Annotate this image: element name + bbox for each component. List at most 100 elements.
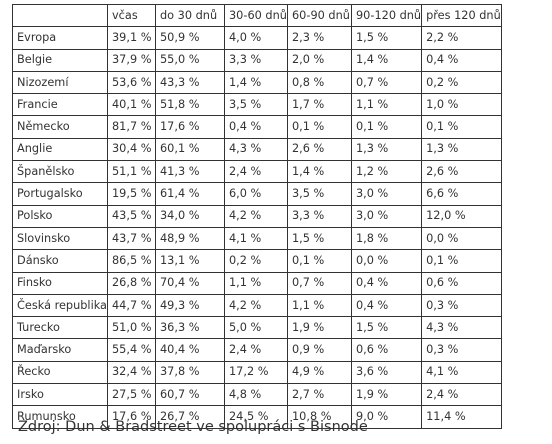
country-cell: Belgie [12,48,108,72]
value-cell: 53,6 % [107,70,156,95]
value-cell: 4,3 % [421,316,502,340]
value-cell: 43,3 % [155,70,225,95]
value-cell: 1,1 % [350,93,423,117]
value-cell: 26,8 % [107,271,156,295]
value-cell: 3,5 % [224,93,288,117]
value-cell: 1,1 % [287,293,352,318]
value-cell: 0,0 % [350,249,423,273]
value-cell: 81,7 % [107,115,156,139]
value-cell: 40,4 % [155,338,225,362]
table-row: Německo 81,7 % 17,6 % 0,4 % 0,1 % 0,1 % 0,1 % [12,115,502,139]
table-wrapper: včas do 30 dnů 30-60 dnů 60-90 dnů 90-120 dn… [12,3,502,429]
value-cell: 1,0 % [421,93,502,117]
country-cell: Slovinsko [12,226,108,251]
value-cell: 10,8 % [287,405,352,429]
country-cell: Anglie [12,137,108,162]
value-cell: 1,8 % [350,226,423,251]
value-cell: 0,4 % [350,293,423,318]
value-cell: 0,2 % [224,249,288,273]
country-cell: Francie [12,93,108,117]
header-cell: 30-60 dnů [224,3,288,28]
value-cell: 0,1 % [350,115,423,139]
table-row: Anglie 30,4 % 60,1 % 4,3 % 2,6 % 1,3 % 1,3 % [12,137,502,162]
value-cell: 12,0 % [421,204,502,228]
header-cell: přes 120 dnů [421,3,502,28]
table-row: Španělsko 51,1 % 41,3 % 2,4 % 1,4 % 1,2 % 2,6 … [12,160,502,184]
value-cell: 0,0 % [421,226,502,251]
value-cell: 60,1 % [155,137,225,162]
value-cell: 9,0 % [350,405,423,429]
value-cell: 40,1 % [107,93,156,117]
value-cell: 49,3 % [155,293,225,318]
value-cell: 2,4 % [224,160,288,184]
value-cell: 55,0 % [155,48,225,72]
country-cell: Dánsko [12,249,108,273]
value-cell: 2,7 % [287,383,352,407]
value-cell: 2,4 % [224,338,288,362]
table-row: Francie 40,1 % 51,8 % 3,5 % 1,7 % 1,1 % 1,0 % [12,93,502,117]
value-cell: 2,6 % [421,160,502,184]
table-row: Finsko 26,8 % 70,4 % 1,1 % 0,7 % 0,4 % 0,6 % [12,271,502,295]
value-cell: 3,5 % [287,182,352,206]
value-cell: 17,2 % [224,360,288,385]
value-cell: 3,3 % [287,204,352,228]
value-cell: 70,4 % [155,271,225,295]
value-cell: 48,9 % [155,226,225,251]
value-cell: 0,4 % [350,271,423,295]
value-cell: 55,4 % [107,338,156,362]
value-cell: 86,5 % [107,249,156,273]
country-cell: Česká republika [12,293,108,318]
value-cell: 1,9 % [287,316,352,340]
value-cell: 1,3 % [421,137,502,162]
table-row: Turecko 51,0 % 36,3 % 5,0 % 1,9 % 1,5 % 4,3 % [12,316,502,340]
country-cell: Maďarsko [12,338,108,362]
value-cell: 3,6 % [350,360,423,385]
value-cell: 4,1 % [224,226,288,251]
table-body: Evropa 39,1 % 50,9 % 4,0 % 2,3 % 1,5 % 2,2 % Be… [12,26,502,429]
value-cell: 0,3 % [421,293,502,318]
value-cell: 4,9 % [287,360,352,385]
table-row: Řecko 32,4 % 37,8 % 17,2 % 4,9 % 3,6 % 4,1 % [12,360,502,385]
value-cell: 50,9 % [155,26,225,50]
table-row: Evropa 39,1 % 50,9 % 4,0 % 2,3 % 1,5 % 2,2 % [12,26,502,50]
header-cell: do 30 dnů [155,3,225,28]
value-cell: 0,9 % [287,338,352,362]
value-cell: 51,8 % [155,93,225,117]
value-cell: 32,4 % [107,360,156,385]
header-cell-country [12,3,108,28]
value-cell: 2,6 % [287,137,352,162]
value-cell: 13,1 % [155,249,225,273]
value-cell: 0,1 % [421,115,502,139]
value-cell: 30,4 % [107,137,156,162]
table-row: Nizozemí 53,6 % 43,3 % 1,4 % 0,8 % 0,7 % 0,2 % [12,70,502,95]
value-cell: 4,0 % [224,26,288,50]
value-cell: 19,5 % [107,182,156,206]
value-cell: 51,1 % [107,160,156,184]
value-cell: 0,6 % [421,271,502,295]
value-cell: 0,3 % [421,338,502,362]
value-cell: 3,3 % [224,48,288,72]
value-cell: 24,5 % [224,405,288,429]
value-cell: 1,4 % [350,48,423,72]
value-cell: 1,2 % [350,160,423,184]
value-cell: 41,3 % [155,160,225,184]
country-cell: Finsko [12,271,108,295]
value-cell: 17,6 % [155,115,225,139]
value-cell: 3,0 % [350,182,423,206]
value-cell: 0,2 % [421,70,502,95]
value-cell: 60,7 % [155,383,225,407]
header-cell: 90-120 dnů [350,3,423,28]
table-row: Dánsko 86,5 % 13,1 % 0,2 % 0,1 % 0,0 % 0,1 % [12,249,502,273]
value-cell: 2,2 % [421,26,502,50]
value-cell: 61,4 % [155,182,225,206]
value-cell: 6,6 % [421,182,502,206]
value-cell: 11,4 % [421,405,502,429]
value-cell: 0,4 % [421,48,502,72]
value-cell: 37,9 % [107,48,156,72]
value-cell: 3,0 % [350,204,423,228]
value-cell: 36,3 % [155,316,225,340]
value-cell: 43,5 % [107,204,156,228]
overdue-payments-table: včas do 30 dnů 30-60 dnů 60-90 dnů 90-120 dn… [12,3,502,429]
value-cell: 0,1 % [287,249,352,273]
table-row: Česká republika 44,7 % 49,3 % 4,2 % 1,1 % 0,4… [12,293,502,318]
